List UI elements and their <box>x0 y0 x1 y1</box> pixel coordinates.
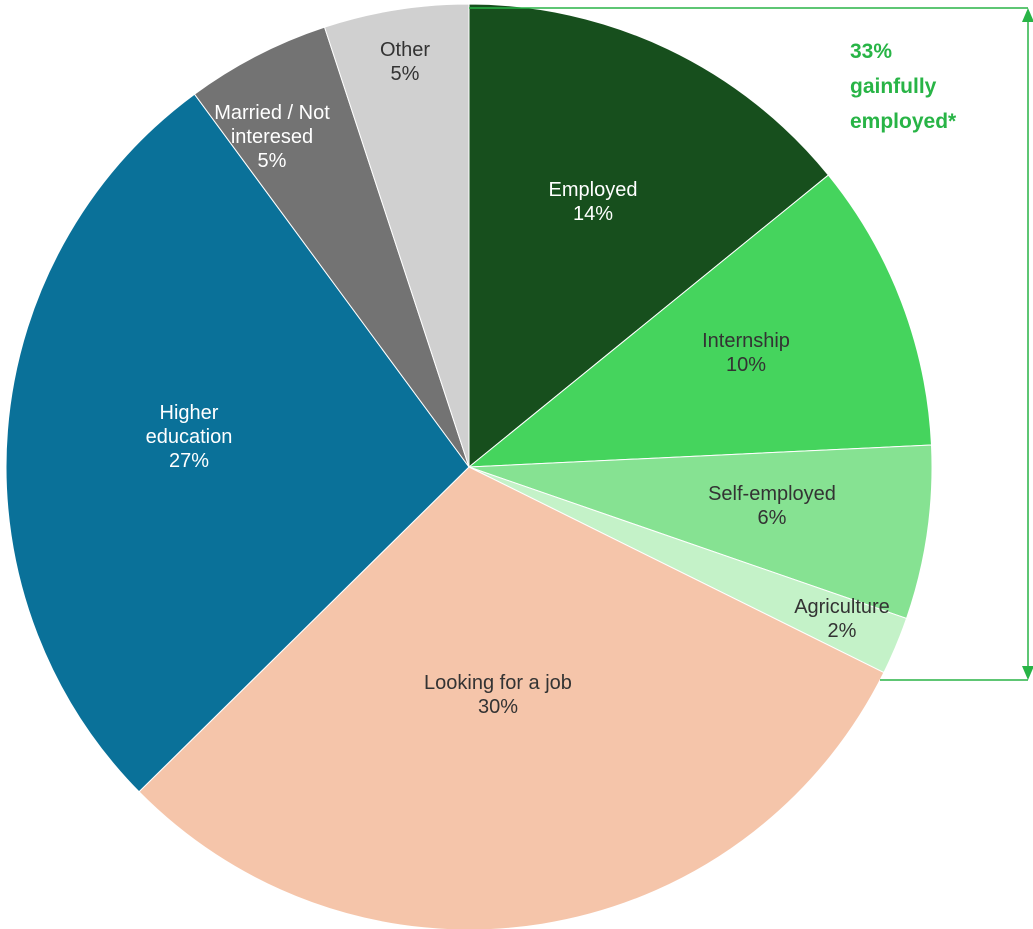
slice-label: Self-employed 6% <box>672 482 872 530</box>
pie-slice <box>467 174 932 468</box>
value-label: 2% <box>827 620 857 642</box>
pie-slice <box>138 466 885 929</box>
pie-slice <box>468 3 830 469</box>
category-label: Employed <box>548 179 638 201</box>
category-label: Self-employed <box>708 483 836 505</box>
value-label: 30% <box>477 696 519 718</box>
category-label: Looking for a job <box>424 672 572 694</box>
category-label: Agriculture <box>794 596 890 618</box>
slice-label: Looking for a job 30% <box>416 671 581 719</box>
category-label: Internship <box>702 330 790 352</box>
slice-label: Married / Not interesed 5% <box>187 101 357 173</box>
slice-label: Agriculture 2% <box>772 595 912 643</box>
pie-slice <box>323 3 470 468</box>
slice-label: Employed 14% <box>513 178 673 226</box>
value-label: 5% <box>257 150 287 172</box>
arrow-head <box>1022 666 1033 680</box>
annotation: gainfully <box>850 75 937 98</box>
pie-slice <box>468 444 933 620</box>
pie-slice <box>5 93 470 793</box>
slice-label: Internship 10% <box>666 329 826 377</box>
value-label: 5% <box>390 63 420 85</box>
category-label: Other <box>379 39 431 61</box>
pie-slice <box>193 26 470 468</box>
category-label: Higher education <box>145 402 233 448</box>
value-label: 14% <box>572 203 614 225</box>
category-label: Married / Not interesed <box>214 102 330 148</box>
slice-label: Higher education 27% <box>132 401 247 473</box>
arrow-head <box>1022 8 1033 22</box>
value-label: 10% <box>725 354 767 376</box>
annotation: 33% <box>850 40 893 63</box>
value-label: 6% <box>757 507 787 529</box>
value-label: 27% <box>168 450 210 472</box>
slice-label: Other 5% <box>355 38 455 86</box>
annotation: employed* <box>850 110 957 133</box>
